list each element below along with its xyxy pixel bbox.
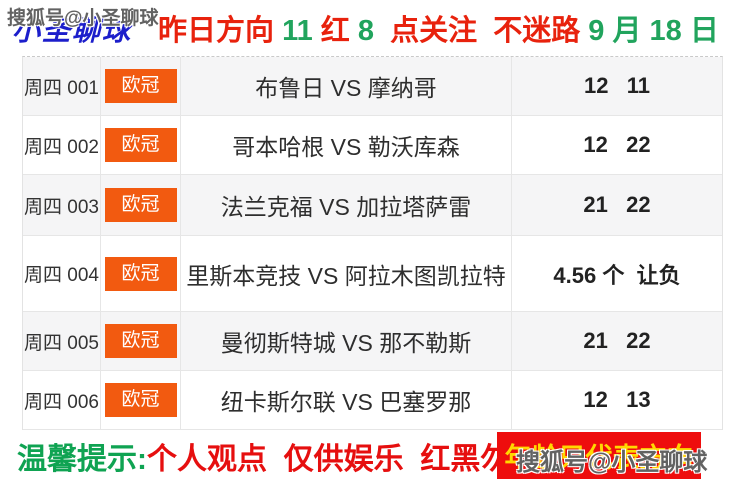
match-teams: 法兰克福 VS 加拉塔萨雷 bbox=[181, 175, 512, 235]
match-teams: 纽卡斯尔联 VS 巴塞罗那 bbox=[181, 371, 512, 429]
headline-segment: 点关注 不迷路 bbox=[373, 15, 589, 47]
league-cell: 欧冠 bbox=[101, 175, 181, 235]
league-cell: 欧冠 bbox=[101, 371, 181, 429]
match-pick: 12 13 bbox=[583, 387, 651, 412]
league-cell: 欧冠 bbox=[101, 236, 181, 311]
table-row: 周四 004 欧冠 里斯本竞技 VS 阿拉木图凯拉特 4.56 个 让负 bbox=[23, 236, 722, 312]
match-pick: 12 22 bbox=[583, 132, 651, 157]
league-badge: 欧冠 bbox=[104, 383, 177, 417]
table-row: 周四 001 欧冠 布鲁日 VS 摩纳哥 12 11 bbox=[23, 57, 722, 116]
match-pick: 21 22 bbox=[583, 192, 651, 217]
headline-segment: 昨日方向 bbox=[158, 15, 283, 47]
headline: 昨日方向 11 红 8 点关注 不迷路 9 月 18 日 bbox=[158, 7, 719, 49]
match-number: 周四 003 bbox=[23, 175, 101, 235]
league-badge: 欧冠 bbox=[104, 188, 177, 222]
table-row: 周四 003 欧冠 法兰克福 VS 加拉塔萨雷 21 22 bbox=[23, 175, 722, 236]
disclaimer-label: 温馨提示: bbox=[17, 443, 147, 476]
table-row: 周四 002 欧冠 哥本哈根 VS 勒沃库森 12 22 bbox=[23, 116, 722, 175]
match-teams: 布鲁日 VS 摩纳哥 bbox=[181, 57, 512, 115]
league-badge: 欧冠 bbox=[104, 324, 177, 358]
match-pick: 4.56 个 让负 bbox=[553, 262, 681, 288]
matches-table: 周四 001 欧冠 布鲁日 VS 摩纳哥 12 11 周四 002 欧冠 哥本哈… bbox=[22, 56, 723, 430]
footer-slogan-badge: 年龄只代表方向 bbox=[497, 432, 701, 479]
match-teams: 里斯本竞技 VS 阿拉木图凯拉特 bbox=[181, 236, 512, 311]
page-title: 小圣聊球 bbox=[12, 15, 133, 46]
match-pick: 21 22 bbox=[583, 328, 651, 353]
league-cell: 欧冠 bbox=[101, 116, 181, 174]
league-cell: 欧冠 bbox=[101, 312, 181, 370]
footer-disclaimer: 温馨提示:个人观点 仅供娱乐 红黑勿怪！ bbox=[17, 434, 570, 478]
match-teams: 哥本哈根 VS 勒沃库森 bbox=[181, 116, 512, 174]
league-badge: 欧冠 bbox=[104, 128, 177, 162]
table-row: 周四 005 欧冠 曼彻斯特城 VS 那不勒斯 21 22 bbox=[23, 312, 722, 371]
match-number: 周四 005 bbox=[23, 312, 101, 370]
league-badge: 欧冠 bbox=[104, 69, 177, 103]
match-pick: 12 11 bbox=[583, 73, 651, 98]
match-number: 周四 001 bbox=[23, 57, 101, 115]
league-cell: 欧冠 bbox=[101, 57, 181, 115]
headline-segment: 11 bbox=[282, 15, 321, 47]
league-badge: 欧冠 bbox=[104, 256, 177, 291]
match-number: 周四 002 bbox=[23, 116, 101, 174]
table-row: 周四 006 欧冠 纽卡斯尔联 VS 巴塞罗那 12 13 bbox=[23, 371, 722, 430]
match-teams: 曼彻斯特城 VS 那不勒斯 bbox=[181, 312, 512, 370]
headline-segment: 9 月 18 日 bbox=[588, 15, 719, 47]
match-number: 周四 006 bbox=[23, 371, 101, 429]
headline-segment: 8 bbox=[357, 15, 374, 47]
match-number: 周四 004 bbox=[23, 236, 101, 311]
headline-segment: 红 bbox=[320, 15, 358, 47]
